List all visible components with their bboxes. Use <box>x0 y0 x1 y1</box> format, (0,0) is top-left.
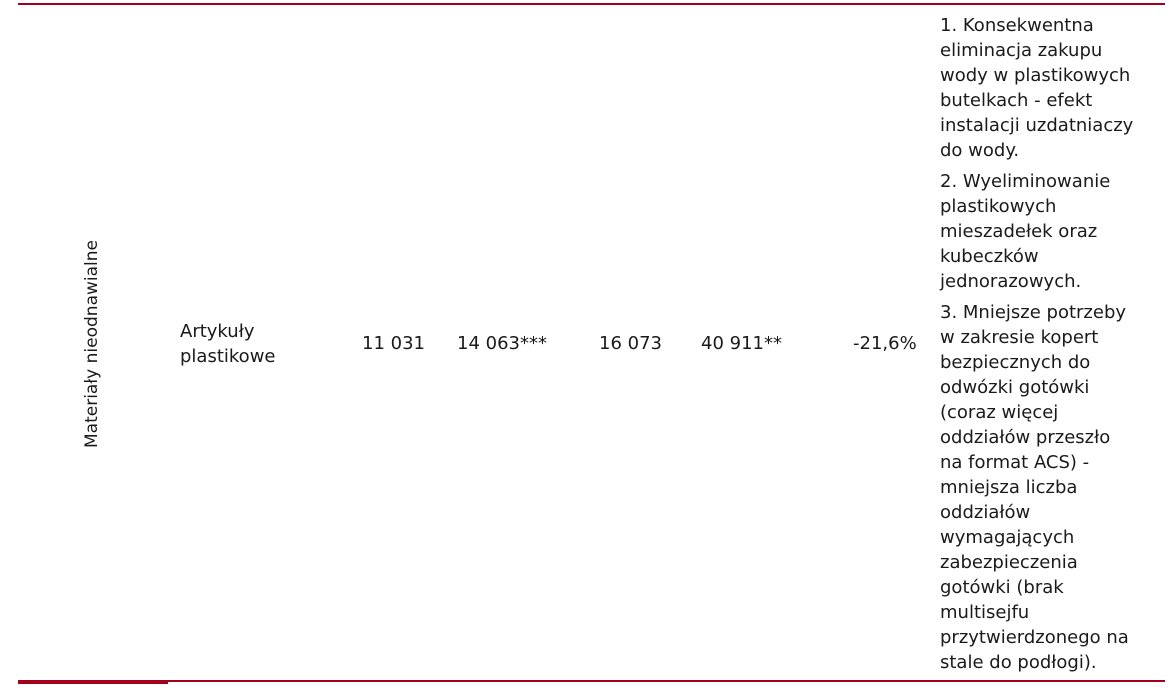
table-bottom-rule <box>18 680 1165 682</box>
notes-column: 1. Konsekwentna eliminacja zakupu wody w… <box>940 13 1160 681</box>
value-col-2: 14 063*** <box>457 333 547 354</box>
note-1: 1. Konsekwentna eliminacja zakupu wody w… <box>940 15 1134 161</box>
note-2: 2. Wyeliminowanie plastikowych mieszadeł… <box>940 171 1111 292</box>
note-3: 3. Mniejsze potrzeby w zakresie kopert b… <box>940 302 1129 673</box>
value-col-3: 16 073 <box>599 333 662 354</box>
table-bottom-rule-accent <box>18 680 168 684</box>
category-label: Materiały nieodnawialne <box>82 240 102 448</box>
value-col-1: 11 031 <box>362 333 425 354</box>
item-label: Artykuły plastikowe <box>180 321 276 367</box>
value-col-4: 40 911** <box>701 333 782 354</box>
table-top-rule <box>18 3 1165 5</box>
value-change-percent: -21,6% <box>853 333 917 354</box>
